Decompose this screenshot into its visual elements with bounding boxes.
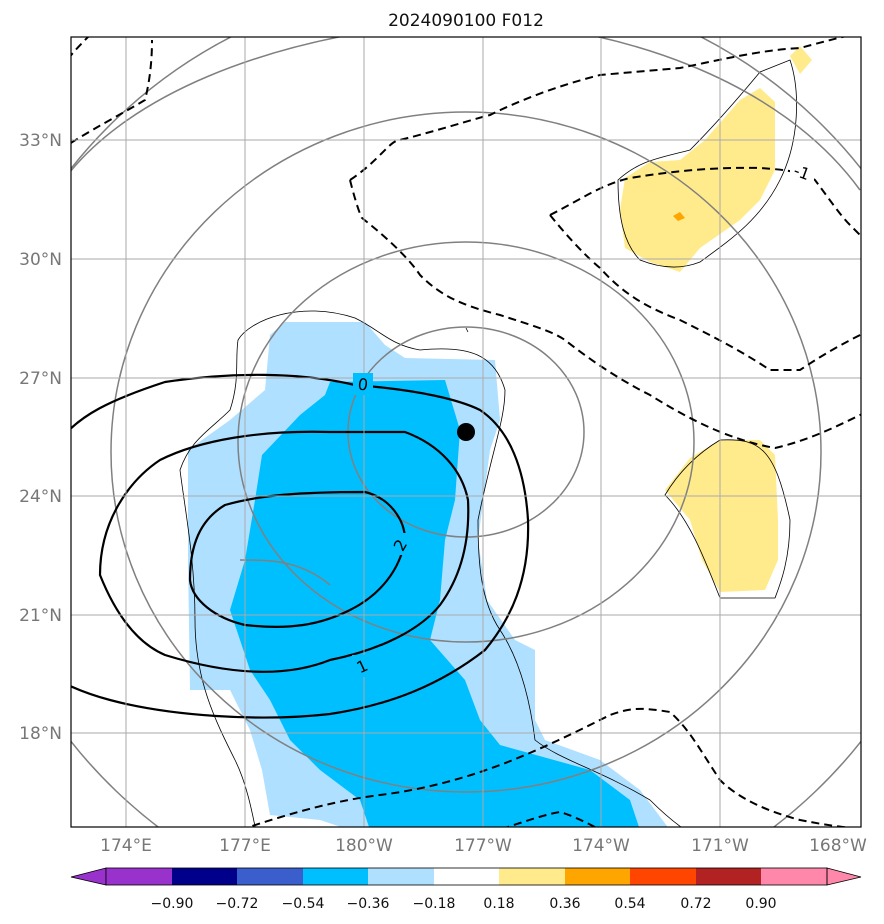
colorbar-label: −0.72 [216,896,259,912]
colorbar-label: −0.18 [413,896,456,912]
lat-tick-label: 27°N [19,369,62,389]
colorbar-label: 0.18 [483,896,514,912]
colorbar-segment [434,868,499,885]
colorbar-segment [106,868,172,885]
graticule [71,37,861,827]
colorbar-segment [303,868,368,885]
lon-tick-label: 171°W [691,836,749,856]
colorbar-label: −0.36 [347,896,390,912]
colorbar-segment [237,868,303,885]
colorbar-label: 0.36 [549,896,580,912]
shading-orange-spot [673,212,685,221]
colorbar-segment [696,868,761,885]
colorbar-label: 0.72 [680,896,711,912]
colorbar-label: 0.90 [745,896,776,912]
colorbar-segment [565,868,630,885]
lon-tick-label: 168°W [809,836,867,856]
colorbar-label: −0.54 [282,896,325,912]
lon-tick-label: 174°E [100,836,152,856]
lon-tick-label: 177°W [454,836,512,856]
lon-tick-label: 177°E [219,836,271,856]
lon-tick-label: 174°W [572,836,630,856]
lat-tick-label: 33°N [19,131,62,151]
plot-frame [70,36,862,828]
lat-tick-label: 18°N [19,724,62,744]
colorbar-arrow-low [70,867,107,886]
lat-tick-label: 30°N [19,250,62,270]
contour-label-zero: 0 [357,374,370,394]
colorbar-segment [172,868,237,885]
colorbar-segment [761,868,827,885]
shading-yellow-north [620,88,775,272]
colorbar-segment [499,868,565,885]
lat-tick-label: 21°N [19,606,62,626]
plot-title: 2024090100 F012 [388,11,544,31]
shading-yellow-east [665,440,778,592]
colorbar-arrow-high [826,867,862,886]
lon-tick-label: 180°W [335,836,393,856]
colorbar-segment [630,868,696,885]
colorbar-label: −0.90 [151,896,194,912]
colorbar-label: 0.54 [614,896,645,912]
contour-label-neg-one: -1 [791,161,812,184]
colorbar-segment [368,868,434,885]
lat-tick-label: 24°N [19,487,62,507]
colorbar: −0.90 −0.72 −0.54 −0.36 −0.18 0.18 0.36 … [70,867,862,912]
shading-yellow-corner [790,46,812,74]
storm-center-marker [457,423,475,441]
